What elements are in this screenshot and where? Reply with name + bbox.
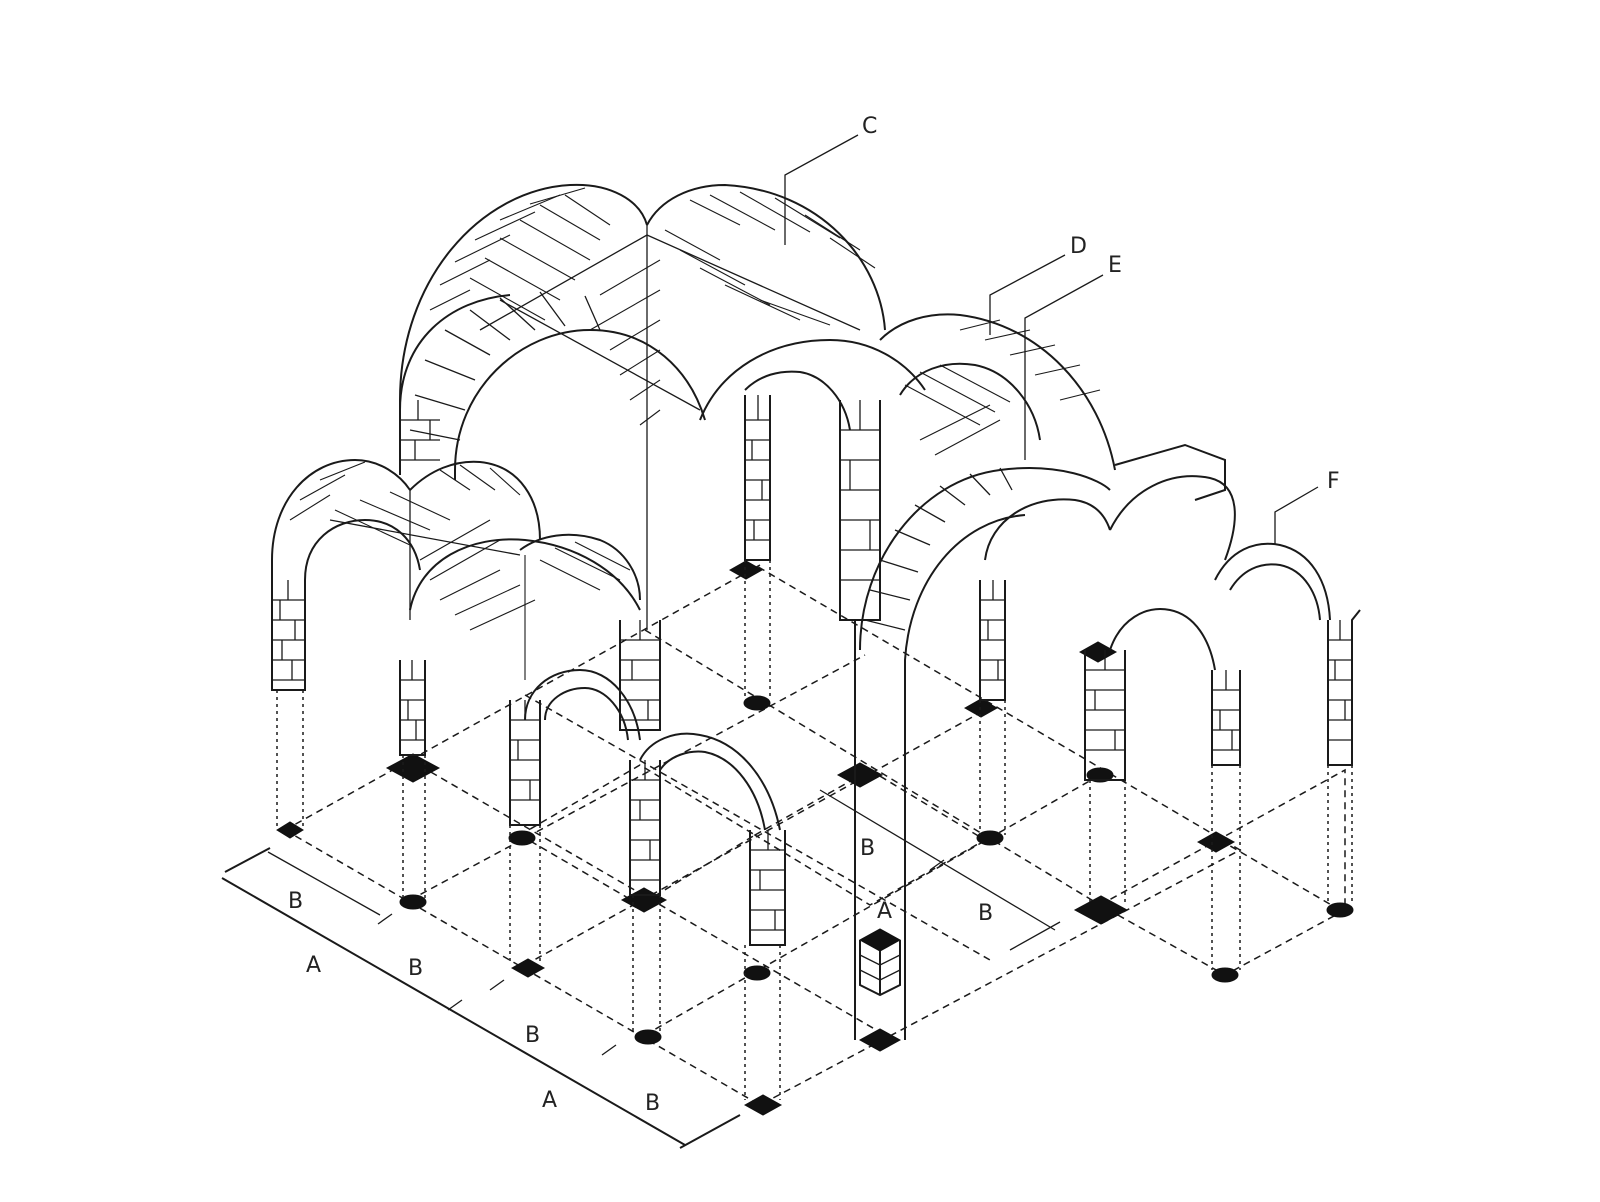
leader-f (1274, 486, 1319, 545)
dim-label: B (978, 901, 993, 926)
text-labels: C D E F A B A B B A B B B (288, 114, 1340, 1116)
pier-a (858, 928, 902, 997)
dim-label: B (645, 1091, 660, 1116)
pier-base-round (508, 830, 536, 846)
pier-base-round (743, 695, 771, 711)
dimension-lines (221, 789, 1061, 1149)
pier-base-square (836, 762, 884, 788)
leader-d (989, 254, 1066, 335)
pier-base-square (728, 560, 764, 580)
callout-leaders (784, 134, 1319, 545)
pier-base-round (1326, 902, 1354, 918)
label-pier-a: A (877, 899, 892, 924)
dim-label: B (525, 1023, 540, 1048)
pier-base-round (1086, 767, 1114, 783)
pier-base-round (1211, 967, 1239, 983)
pier-base-square (858, 1028, 902, 1052)
pier-base-square (1078, 641, 1118, 663)
pier-base-square (743, 1094, 783, 1116)
floor-grid (284, 564, 1346, 1106)
pier-bases (276, 560, 1354, 1116)
pier-base-round (976, 830, 1004, 846)
dim-label: B (408, 956, 423, 981)
label-f: F (1327, 469, 1340, 494)
dim-label: A (306, 953, 321, 978)
pier-base-round (743, 965, 771, 981)
label-d: D (1070, 234, 1087, 259)
pier-shafts (276, 560, 1353, 1100)
dim-label: A (542, 1088, 557, 1113)
pier-base-round (634, 1029, 662, 1045)
pier-base-square (510, 958, 546, 978)
pier-base-round (399, 894, 427, 910)
dim-label: B (288, 889, 303, 914)
front-arches (524, 668, 786, 946)
left-vault (271, 458, 661, 826)
pier-base-square (276, 821, 304, 839)
label-e: E (1108, 253, 1122, 278)
far-right-vault (979, 443, 1361, 781)
pier-base-square (1196, 831, 1236, 853)
central-vault (399, 183, 886, 630)
label-c: C (862, 114, 877, 139)
leader-e (1024, 274, 1104, 460)
pier-base-square (1073, 895, 1129, 925)
dim-label: B (860, 836, 875, 861)
right-vaults (699, 313, 1116, 661)
pier-base-square (385, 753, 441, 783)
pier-base-square (963, 698, 999, 718)
leader-c (784, 134, 859, 245)
